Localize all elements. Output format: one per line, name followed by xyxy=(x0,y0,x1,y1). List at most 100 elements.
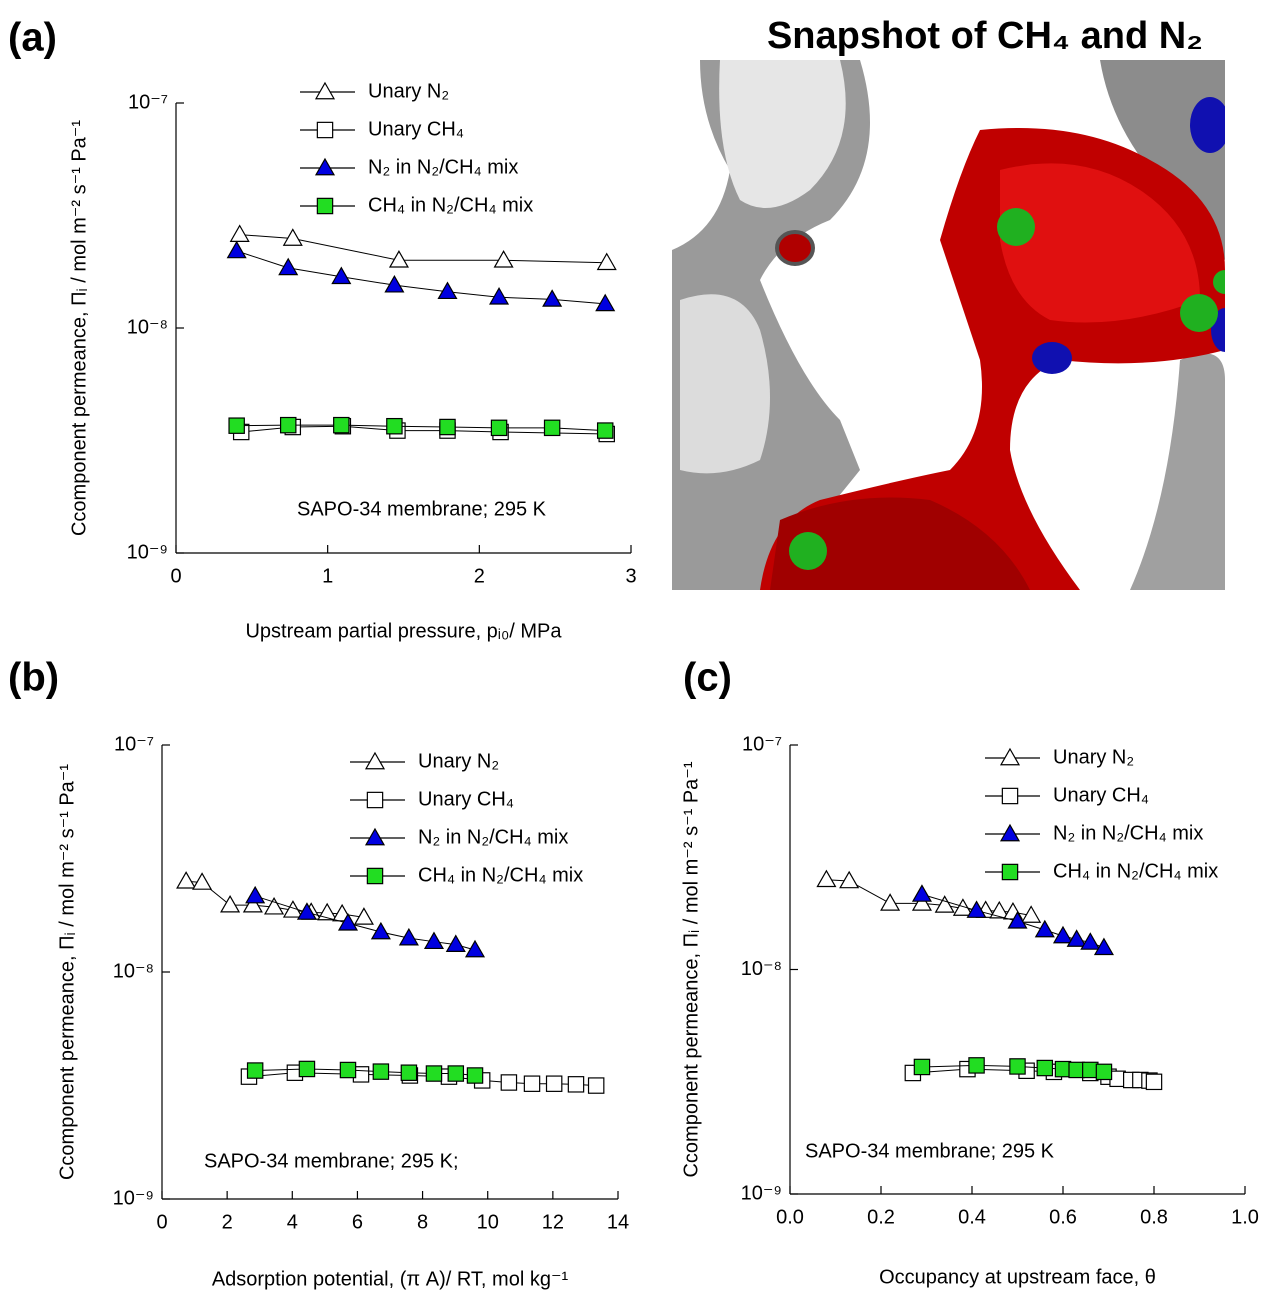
legend-label: Unary CH₄ xyxy=(368,118,464,140)
snapshot-title: Snapshot of CH₄ and N₂ xyxy=(767,15,1203,57)
x-tick-label: 0 xyxy=(156,1211,167,1233)
legend-marker xyxy=(1001,825,1019,841)
marker xyxy=(440,419,455,434)
y-tick-label: 10⁻⁷ xyxy=(114,733,154,755)
marker xyxy=(598,423,613,438)
legend-marker xyxy=(1002,864,1017,879)
x-tick-label: 0.2 xyxy=(867,1206,895,1228)
legend-label: Unary N₂ xyxy=(1053,746,1134,768)
y-axis-label: Ccomponent permeance, Πᵢ / mol m⁻² s⁻¹ P… xyxy=(680,761,702,1177)
legend-label: N₂ in N₂/CH₄ mix xyxy=(368,156,518,178)
legend-marker xyxy=(316,83,334,99)
marker xyxy=(596,295,614,311)
y-tick-label: 10⁻⁹ xyxy=(741,1182,782,1204)
marker xyxy=(589,1078,604,1093)
x-tick-label: 12 xyxy=(542,1211,564,1233)
legend-label: N₂ in N₂/CH₄ mix xyxy=(1053,822,1203,844)
marker xyxy=(373,1064,388,1079)
y-axis-label: Ccomponent permeance, Πᵢ / mol m⁻² s⁻¹ P… xyxy=(68,120,90,536)
y-tick-label: 10⁻⁷ xyxy=(742,733,782,755)
annotation: SAPO-34 membrane; 295 K xyxy=(297,498,547,520)
marker xyxy=(299,1061,314,1076)
marker xyxy=(372,923,390,939)
marker xyxy=(501,1075,516,1090)
marker xyxy=(231,226,249,242)
marker xyxy=(936,896,954,912)
marker xyxy=(817,871,835,887)
x-tick-label: 8 xyxy=(417,1211,428,1233)
legend-label: Unary CH₄ xyxy=(1053,784,1149,806)
y-tick-label: 10⁻⁸ xyxy=(127,316,168,338)
marker xyxy=(544,420,559,435)
panel-label: (a) xyxy=(8,16,57,60)
marker xyxy=(466,941,484,957)
marker xyxy=(340,1062,355,1077)
x-axis-label: Adsorption potential, (π A)/ RT, mol kg⁻… xyxy=(212,1268,569,1290)
marker xyxy=(598,254,616,270)
x-tick-label: 0.0 xyxy=(776,1206,804,1228)
y-axis-label: Ccomponent permeance, Πᵢ / mol m⁻² s⁻¹ P… xyxy=(56,764,78,1180)
y-tick-label: 10⁻⁷ xyxy=(128,91,168,113)
y-tick-label: 10⁻⁹ xyxy=(127,541,168,563)
marker xyxy=(177,872,195,888)
legend-label: CH₄ in N₂/CH₄ mix xyxy=(418,864,583,886)
marker xyxy=(1069,1062,1084,1077)
legend-marker xyxy=(317,122,332,137)
marker xyxy=(387,419,402,434)
x-tick-label: 0.6 xyxy=(1049,1206,1077,1228)
marker xyxy=(568,1077,583,1092)
marker xyxy=(1010,1059,1025,1074)
x-tick-label: 10 xyxy=(477,1211,499,1233)
x-tick-label: 2 xyxy=(474,565,485,587)
x-tick-label: 4 xyxy=(287,1211,298,1233)
x-axis-label: Occupancy at upstream face, θ xyxy=(879,1266,1156,1288)
snapshot-image xyxy=(672,60,1239,590)
annotation: SAPO-34 membrane; 295 K; xyxy=(204,1150,459,1172)
marker xyxy=(1054,927,1072,943)
legend-marker xyxy=(1001,749,1019,765)
marker xyxy=(969,1058,984,1073)
marker xyxy=(248,1063,263,1078)
legend-label: CH₄ in N₂/CH₄ mix xyxy=(368,194,533,216)
marker xyxy=(913,885,931,901)
marker xyxy=(448,1066,463,1081)
marker xyxy=(229,418,244,433)
x-tick-label: 0 xyxy=(170,565,181,587)
marker xyxy=(228,242,246,258)
marker xyxy=(1110,1071,1125,1086)
legend-marker xyxy=(316,159,334,175)
x-tick-label: 1.0 xyxy=(1231,1206,1259,1228)
x-tick-label: 0.4 xyxy=(958,1206,986,1228)
x-tick-label: 2 xyxy=(222,1211,233,1233)
x-tick-label: 1 xyxy=(322,565,333,587)
marker xyxy=(524,1076,539,1091)
chart: (a) 10⁻⁹ 10⁻⁸ 10⁻⁷ 0 1 2 3 Ccomponent permeance,… xyxy=(8,16,637,643)
marker xyxy=(401,1065,416,1080)
marker xyxy=(193,873,211,889)
panel-label: (b) xyxy=(8,656,59,700)
x-tick-label: 6 xyxy=(352,1211,363,1233)
marker xyxy=(840,872,858,888)
legend-marker xyxy=(1002,788,1017,803)
marker xyxy=(881,894,899,910)
marker xyxy=(495,251,513,267)
marker xyxy=(467,1068,482,1083)
panel-label: (c) xyxy=(683,656,732,700)
marker xyxy=(1037,1060,1052,1075)
legend-marker xyxy=(367,868,382,883)
y-tick-label: 10⁻⁸ xyxy=(741,958,782,980)
x-axis-label: Upstream partial pressure, pᵢ₀/ MPa xyxy=(245,620,562,642)
marker xyxy=(491,420,506,435)
y-tick-label: 10⁻⁸ xyxy=(113,960,154,982)
marker xyxy=(334,418,349,433)
legend-label: Unary N₂ xyxy=(368,80,449,102)
marker xyxy=(1083,1062,1098,1077)
annotation: SAPO-34 membrane; 295 K xyxy=(805,1140,1055,1162)
legend-marker xyxy=(366,753,384,769)
x-tick-label: 14 xyxy=(607,1211,629,1233)
legend-label: CH₄ in N₂/CH₄ mix xyxy=(1053,860,1218,882)
legend-label: N₂ in N₂/CH₄ mix xyxy=(418,826,568,848)
marker xyxy=(543,290,561,306)
x-tick-label: 3 xyxy=(625,565,636,587)
